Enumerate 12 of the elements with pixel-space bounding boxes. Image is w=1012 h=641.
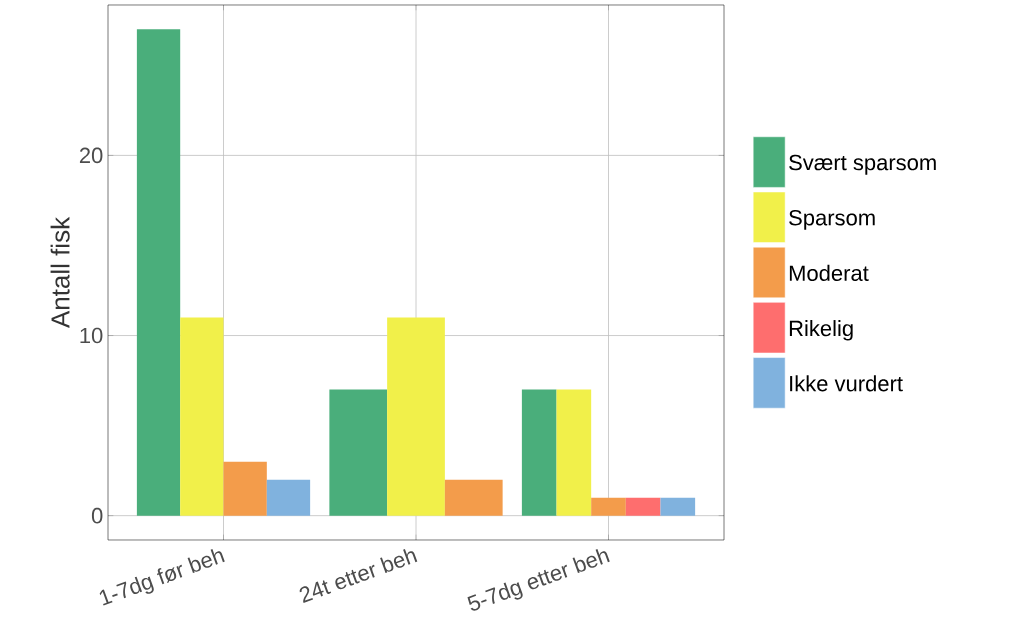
legend-label: Moderat: [789, 264, 869, 281]
legend-label: Sparsom: [789, 209, 875, 230]
x-tick-label: 24t etter beh: [299, 549, 418, 603]
y-tick-label: 10: [80, 327, 103, 344]
x-tick-label: 1-7dg før beh: [99, 549, 225, 606]
y-tick-label: 0: [91, 507, 103, 524]
legend-label: Svært sparsom: [789, 154, 936, 175]
y-axis-title: Antall fisk: [50, 216, 70, 329]
y-tick-label: 20: [79, 147, 103, 164]
x-tick-label: 5-7dg etter beh: [467, 549, 610, 611]
legend-label: Rikelig: [789, 320, 853, 341]
legend-label: Ikke vurdert: [790, 375, 903, 392]
